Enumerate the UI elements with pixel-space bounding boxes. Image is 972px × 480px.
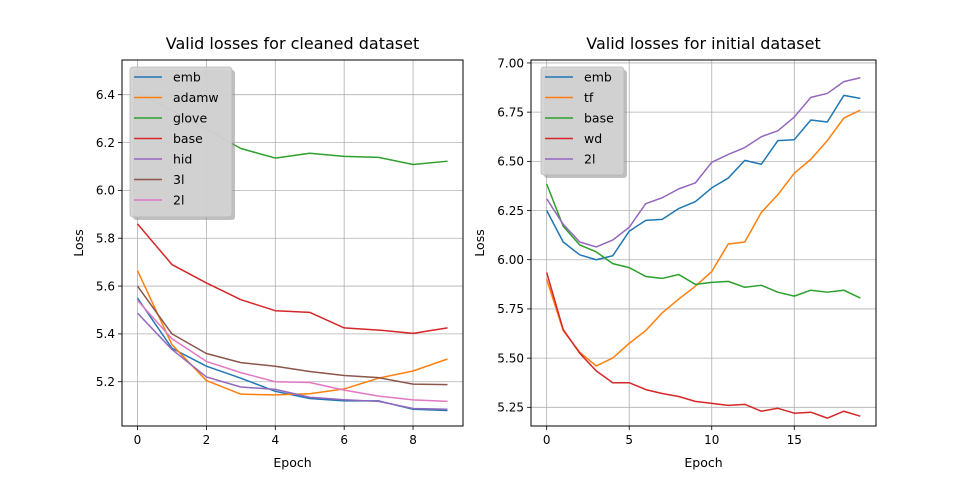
y-tick-label: 7.00 <box>497 56 524 70</box>
legend-label-emb: emb <box>173 70 201 85</box>
plot-frame-initial <box>530 59 877 427</box>
x-axis-label-initial: Epoch <box>684 455 722 470</box>
series-line-hid <box>136 312 448 410</box>
x-tick-label: 6 <box>340 433 348 447</box>
x-tick-label: 5 <box>625 433 633 447</box>
series-line-base <box>545 183 861 299</box>
chart-title-initial: Valid losses for initial dataset <box>586 34 820 53</box>
legend-label-emb: emb <box>584 70 612 85</box>
y-tick-label: 5.75 <box>497 302 524 316</box>
legend-cleaned: emb adamw glove base hid 3l 2l <box>129 66 235 220</box>
y-tick-label: 6.25 <box>497 204 524 218</box>
chart-title-cleaned: Valid losses for cleaned dataset <box>166 34 420 53</box>
plot-frame-cleaned <box>121 59 464 427</box>
x-axis-label-cleaned: Epoch <box>273 455 311 470</box>
y-tick-label: 5.4 <box>96 327 115 341</box>
series-lines-cleaned <box>136 91 448 412</box>
x-tick-label: 0 <box>543 433 551 447</box>
ticks-initial: 0 5 10 15 5.25 5.50 5.75 6.00 6.25 6.50 6.75 7.00 <box>497 56 802 447</box>
y-tick-label: 5.25 <box>497 401 524 415</box>
y-axis-label-initial: Loss <box>472 229 487 256</box>
legend-label-3l: 3l <box>173 172 184 187</box>
series-line-3l <box>136 285 448 386</box>
series-line-emb <box>546 94 861 261</box>
y-tick-label: 5.6 <box>96 279 115 293</box>
y-tick-label: 6.0 <box>96 184 115 198</box>
series-line-2l <box>136 299 448 403</box>
grid-initial <box>531 60 876 426</box>
y-tick-label: 6.50 <box>497 155 524 169</box>
series-line-wd <box>545 272 861 419</box>
series-line-2l <box>546 76 861 248</box>
legend-box <box>540 66 625 176</box>
x-tick-label: 15 <box>787 433 802 447</box>
legend-label-tf: tf <box>584 90 594 105</box>
legend-label-base: base <box>584 111 614 126</box>
series-line-tf <box>545 109 861 367</box>
x-tick-label: 0 <box>134 433 142 447</box>
y-tick-label: 6.00 <box>497 253 524 267</box>
x-tick-label: 4 <box>271 433 279 447</box>
y-tick-label: 5.50 <box>497 351 524 365</box>
subplot-initial: Valid losses for initial dataset 0 5 10 15 5… <box>472 34 877 470</box>
series-lines-initial <box>545 76 861 419</box>
legend-label-base: base <box>173 131 203 146</box>
legend-label-2l: 2l <box>173 193 184 208</box>
legend-label-2l: 2l <box>584 152 595 167</box>
subplot-cleaned: Valid losses for cleaned dataset 0 2 4 6 8 5.… <box>71 34 464 470</box>
series-line-base <box>136 223 448 335</box>
x-tick-label: 2 <box>203 433 211 447</box>
y-tick-label: 5.2 <box>96 375 115 389</box>
ticks-cleaned: 0 2 4 6 8 5.2 5.4 5.6 5.8 6.0 6.2 6.4 <box>96 88 417 447</box>
y-axis-label-cleaned: Loss <box>71 229 86 256</box>
y-tick-label: 6.75 <box>497 105 524 119</box>
legend-initial: emb tf base wd 2l <box>540 66 627 178</box>
legend-label-glove: glove <box>173 111 207 126</box>
x-tick-label: 8 <box>409 433 417 447</box>
legend-label-adamw: adamw <box>173 90 219 105</box>
y-tick-label: 6.4 <box>96 88 115 102</box>
y-tick-label: 5.8 <box>96 232 115 246</box>
x-tick-label: 10 <box>704 433 719 447</box>
legend-label-wd: wd <box>584 131 602 146</box>
y-tick-label: 6.2 <box>96 136 115 150</box>
legend-label-hid: hid <box>173 152 192 167</box>
